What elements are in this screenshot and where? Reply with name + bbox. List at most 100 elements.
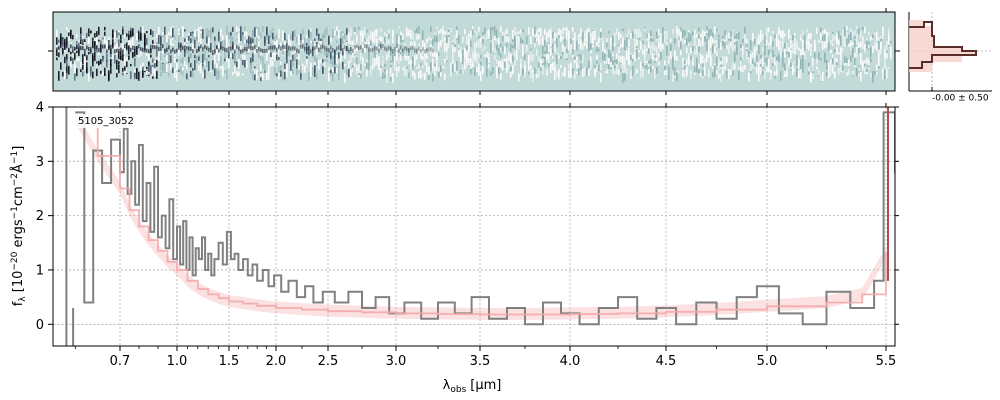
twod-streak — [254, 71, 256, 81]
twod-streak — [822, 41, 824, 50]
twod-streak — [636, 44, 638, 48]
twod-streak — [870, 36, 872, 41]
twod-streak — [66, 37, 68, 46]
twod-streak — [344, 64, 346, 67]
twod-streak — [468, 42, 470, 52]
twod-trace-core — [180, 44, 182, 49]
twod-streak — [730, 30, 732, 37]
twod-streak — [148, 61, 150, 66]
twod-streak — [366, 65, 368, 70]
twod-trace-core — [220, 45, 222, 50]
twod-streak — [630, 32, 632, 39]
twod-streak — [72, 34, 74, 40]
twod-trace-core — [350, 46, 352, 51]
twod-streak — [328, 48, 330, 57]
twod-trace-core — [200, 44, 202, 49]
twod-streak — [122, 26, 124, 30]
twod-trace-core — [106, 49, 108, 54]
twod-trace-core — [222, 46, 224, 51]
twod-streak — [702, 70, 704, 77]
twod-streak — [464, 60, 466, 70]
twod-streak — [432, 47, 434, 57]
twod-streak — [832, 65, 834, 74]
twod-streak — [776, 34, 778, 39]
twod-streak — [228, 31, 230, 39]
twod-streak — [550, 64, 552, 73]
twod-streak — [768, 58, 770, 66]
twod-streak — [626, 67, 628, 74]
twod-streak — [676, 29, 678, 39]
twod-streak — [772, 41, 774, 47]
twod-streak — [222, 40, 224, 49]
twod-streak — [666, 71, 668, 76]
twod-streak — [556, 32, 558, 38]
twod-streak — [166, 64, 168, 73]
twod-streak — [106, 41, 108, 48]
twod-streak — [166, 42, 168, 51]
twod-streak — [164, 49, 166, 57]
twod-streak — [294, 50, 296, 58]
twod-streak — [246, 31, 248, 40]
twod-streak — [350, 48, 352, 56]
twod-streak — [192, 43, 194, 51]
twod-streak — [534, 68, 536, 74]
twod-streak — [84, 53, 86, 57]
twod-streak — [658, 41, 660, 49]
twod-trace-core — [64, 44, 66, 49]
model-line — [75, 117, 889, 316]
twod-trace-core — [176, 48, 178, 53]
twod-streak — [66, 54, 68, 60]
twod-streak — [714, 40, 716, 43]
twod-streak — [158, 31, 160, 35]
twod-trace-core — [376, 46, 378, 51]
twod-streak — [538, 27, 540, 33]
twod-streak — [360, 52, 362, 61]
twod-streak — [392, 29, 394, 37]
twod-streak — [646, 37, 648, 41]
twod-streak — [690, 47, 692, 53]
twod-streak — [672, 73, 674, 83]
twod-streak — [552, 48, 554, 53]
twod-streak — [680, 32, 682, 42]
twod-streak — [96, 63, 98, 68]
twod-streak — [298, 54, 300, 61]
twod-streak — [636, 28, 638, 39]
twod-trace-core — [194, 44, 196, 49]
twod-streak — [708, 69, 710, 76]
twod-streak — [506, 43, 508, 48]
twod-streak — [576, 56, 578, 61]
twod-streak — [346, 28, 348, 35]
twod-streak — [84, 60, 86, 70]
twod-streak — [708, 50, 710, 58]
twod-streak — [604, 49, 606, 54]
twod-trace-core — [276, 48, 278, 53]
twod-streak — [736, 32, 738, 40]
twod-streak — [788, 64, 790, 68]
twod-streak — [232, 71, 234, 76]
twod-streak — [112, 54, 114, 59]
twod-streak — [730, 38, 732, 45]
y-label-c-sup: −1 — [10, 206, 20, 219]
twod-streak — [196, 34, 198, 42]
twod-streak — [542, 64, 544, 69]
twod-streak — [536, 48, 538, 55]
twod-streak — [80, 69, 82, 73]
twod-streak — [324, 60, 326, 68]
twod-trace-core — [270, 45, 272, 50]
twod-trace-core — [104, 44, 106, 49]
twod-streak — [84, 55, 86, 65]
twod-streak — [258, 52, 260, 58]
twod-streak — [378, 43, 380, 47]
twod-streak — [478, 26, 480, 32]
twod-streak — [420, 49, 422, 60]
twod-trace-core — [158, 47, 160, 52]
twod-streak — [322, 41, 324, 49]
twod-streak — [882, 33, 884, 39]
twod-streak — [156, 59, 158, 67]
twod-streak — [224, 50, 226, 59]
twod-streak — [666, 48, 668, 56]
twod-streak — [838, 67, 840, 72]
twod-streak — [684, 40, 686, 44]
twod-streak — [60, 36, 62, 43]
twod-streak — [166, 34, 168, 43]
